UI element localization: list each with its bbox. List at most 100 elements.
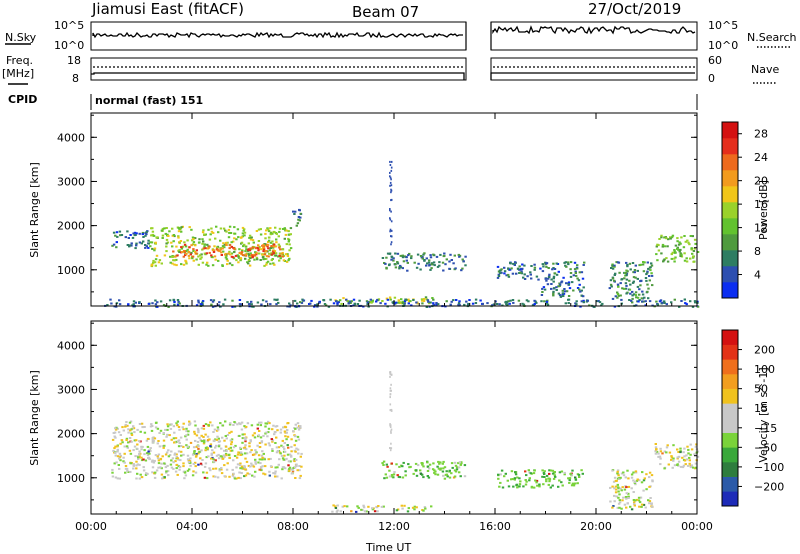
velocity-echo-cell [655, 448, 658, 451]
velocity-echo-cell [145, 452, 149, 455]
velocity-echo-cell [200, 427, 204, 430]
velocity-echo-cell [657, 455, 660, 458]
velocity-echo-cell [262, 452, 265, 455]
velocity-echo-cell [612, 505, 615, 507]
velocity-echo-cell [203, 465, 207, 468]
power-echo-cell [286, 253, 289, 256]
power-echo-cell [641, 300, 644, 303]
velocity-echo-cell [297, 438, 301, 441]
power-echo-cell [154, 258, 158, 261]
power-echo-cell [557, 292, 561, 295]
velocity-echo-cell [282, 445, 285, 448]
power-echo-cell [636, 277, 639, 280]
power-echo-cell [541, 291, 544, 293]
power-echo-cell [530, 277, 533, 280]
velocity-echo-cell [614, 488, 618, 491]
velocity-echo-cell [158, 432, 161, 434]
power-echo-cell [637, 300, 640, 303]
power-echo-cell [505, 274, 508, 277]
power-echo-cell [260, 303, 263, 306]
velocity-echo-cell [676, 464, 679, 466]
velocity-echo-cell [225, 450, 228, 452]
power-echo-cell [233, 232, 237, 235]
power-echo-cell [133, 231, 137, 234]
power-echo-cell [619, 282, 622, 285]
power-echo-cell [191, 236, 195, 239]
velocity-echo-cell [648, 500, 652, 503]
velocity-echo-cell [220, 472, 224, 475]
velocity-echo-cell [230, 438, 234, 441]
power-echo-cell [349, 302, 352, 304]
power-echo-cell [278, 252, 282, 255]
velocity-echo-cell [267, 420, 270, 423]
power-echo-cell [390, 241, 393, 244]
power-echo-cell [281, 255, 284, 258]
power-echo-cell [240, 241, 244, 244]
velocity-echo-cell [633, 502, 636, 505]
power-echo-cell [279, 257, 282, 260]
velocity-echo-cell [527, 469, 530, 472]
power-echo-cell [511, 272, 515, 275]
velocity-echo-cell [150, 460, 154, 463]
velocity-echo-cell [183, 477, 186, 480]
velocity-echo-cell [676, 448, 679, 451]
power-echo-cell [206, 243, 209, 246]
power-echo-cell [150, 241, 154, 244]
power-echo-cell [401, 267, 404, 270]
power-echo-cell [552, 267, 555, 269]
velocity-echo-cell [168, 454, 172, 456]
power-echo-cell [580, 289, 583, 292]
velocity-echo-cell [116, 450, 119, 453]
velocity-echo-cell [139, 473, 142, 476]
power-echo-cell [286, 255, 290, 257]
y-tick-label: 1000 [57, 264, 85, 277]
velocity-echo-cell [136, 472, 139, 475]
power-echo-cell [287, 238, 291, 241]
velocity-echo-cell [519, 480, 522, 483]
velocity-echo-cell [122, 460, 125, 463]
velocity-echo-cell [195, 454, 198, 457]
power-echo-cell [406, 269, 409, 272]
velocity-echo-cell [510, 470, 514, 473]
power-echo-cell [541, 263, 544, 266]
velocity-echo-cell [285, 457, 288, 460]
velocity-echo-cell [189, 464, 192, 467]
power-echo-cell [219, 305, 222, 308]
velocity-echo-cell [121, 426, 124, 429]
power-echo-cell [613, 274, 616, 276]
power-echo-cell [285, 253, 288, 256]
velocity-echo-cell [116, 427, 119, 430]
power-echo-cell [277, 235, 280, 238]
power-echo-cell [390, 160, 393, 163]
velocity-echo-cell [186, 454, 190, 457]
power-echo-cell [347, 302, 350, 305]
power-echo-cell [647, 297, 650, 300]
power-echo-cell [430, 267, 433, 270]
power-echo-cell [386, 298, 390, 301]
colorbar-segment [722, 186, 738, 203]
velocity-echo-cell [134, 455, 137, 458]
power-echo-cell [227, 252, 230, 255]
velocity-echo-cell [256, 423, 259, 426]
velocity-echo-cell [257, 461, 260, 464]
velocity-echo-cell [421, 473, 424, 476]
power-echo-cell [128, 245, 131, 248]
velocity-echo-cell [123, 452, 126, 455]
power-echo-cell [248, 234, 252, 237]
power-echo-cell [115, 231, 119, 234]
velocity-echo-cell [638, 501, 642, 504]
velocity-echo-cell [248, 442, 251, 445]
velocity-echo-cell [151, 438, 154, 441]
power-echo-cell [299, 216, 302, 219]
power-echo-cell [673, 298, 676, 301]
velocity-echo-cell [545, 480, 548, 483]
velocity-echo-cell [165, 435, 168, 438]
velocity-echo-cell [274, 442, 277, 444]
power-echo-cell [658, 238, 661, 240]
power-echo-cell [670, 236, 674, 239]
velocity-echo-cell [667, 463, 670, 466]
power-echo-cell [288, 233, 291, 236]
power-echo-cell [464, 264, 467, 267]
velocity-echo-cell [275, 451, 279, 454]
velocity-echo-cell [195, 453, 198, 455]
